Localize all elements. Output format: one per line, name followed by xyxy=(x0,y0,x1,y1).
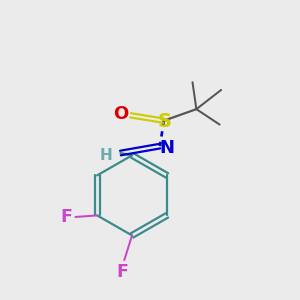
Text: F: F xyxy=(60,208,72,226)
Text: N: N xyxy=(159,140,174,158)
Text: O: O xyxy=(113,105,128,123)
Text: H: H xyxy=(100,148,113,163)
Text: F: F xyxy=(117,262,129,280)
Text: S: S xyxy=(158,112,172,131)
